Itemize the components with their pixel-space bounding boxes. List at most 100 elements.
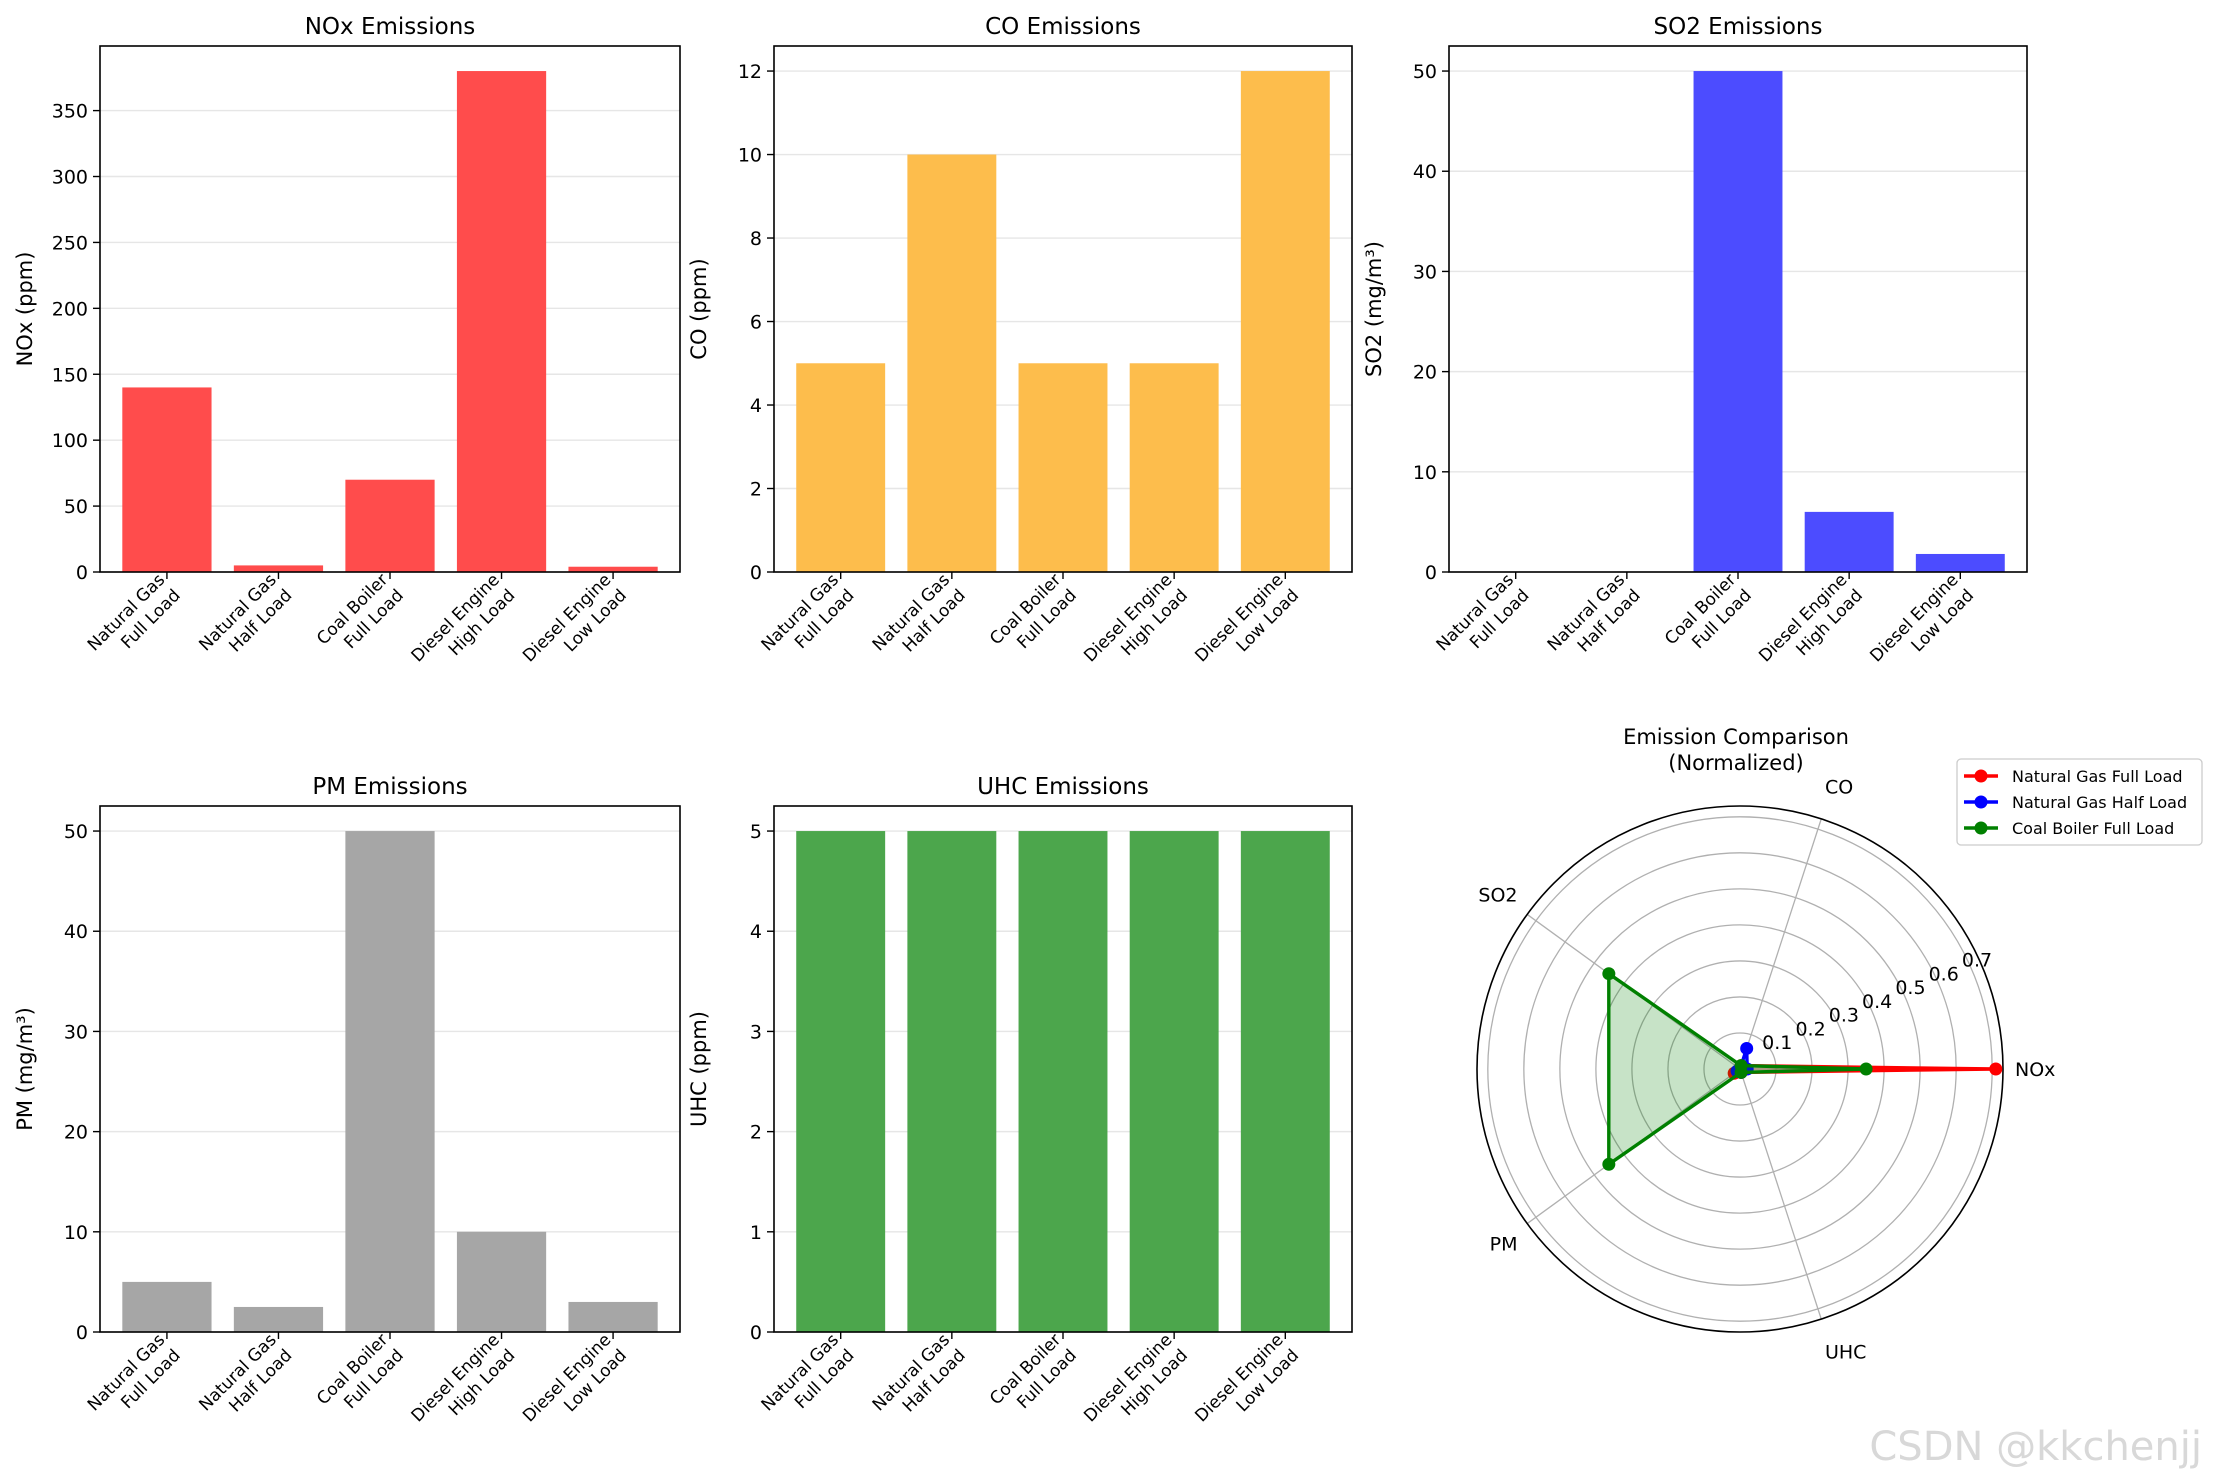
so2-bar	[1915, 553, 2005, 572]
radar-series-line	[1607, 972, 1867, 1167]
co-ytick-label: 12	[738, 61, 762, 83]
pm-bar	[233, 1306, 324, 1332]
so2-ytick-label: 0	[1425, 562, 1437, 584]
pm-bar	[456, 1231, 547, 1332]
so2-ytick-label: 50	[1413, 61, 1437, 83]
co-bar	[907, 154, 997, 573]
pm-bar	[345, 831, 435, 1332]
radar-rtick-label: 0.6	[1929, 963, 1959, 985]
nox-ytick-label: 250	[52, 232, 88, 254]
nox-title: NOx Emissions	[305, 14, 476, 40]
so2-ytick-label: 20	[1413, 362, 1437, 384]
so2-ylabel: SO2 (mg/m³)	[1362, 241, 1386, 377]
pm-ylabel: PM (mg/m³)	[13, 1007, 37, 1131]
nox-ylabel: NOx (ppm)	[13, 252, 37, 367]
nox-bar	[122, 387, 212, 572]
nox-ytick-label: 50	[64, 496, 88, 518]
radar-series-point	[1734, 1065, 1748, 1079]
uhc-ytick-label: 0	[750, 1322, 762, 1344]
radar-legend-label: Natural Gas Half Load	[2012, 793, 2187, 812]
nox-ytick-label: 350	[52, 101, 88, 123]
radar-rtick-label: 0.2	[1795, 1018, 1825, 1040]
radar-axis-label: NOx	[2015, 1059, 2055, 1081]
uhc-bar	[1018, 831, 1108, 1332]
co-bar	[796, 363, 886, 572]
pm-ytick-label: 0	[76, 1322, 88, 1344]
co-ytick-label: 6	[750, 312, 762, 334]
uhc-ytick-label: 4	[750, 921, 762, 943]
co-ytick-label: 0	[750, 562, 762, 584]
radar-rtick-label: 0.7	[1962, 949, 1992, 971]
uhc-ytick-label: 1	[750, 1222, 762, 1244]
pm-ytick-label: 20	[64, 1122, 88, 1144]
pm-title: PM Emissions	[312, 774, 467, 800]
co-bar	[1129, 363, 1219, 572]
radar-panel: 0.10.20.30.40.50.60.7 NOx CO SO2 PM UHC Emissi…	[1476, 725, 2203, 1363]
radar-spoke	[1739, 818, 1822, 1070]
so2-title: SO2 Emissions	[1654, 14, 1823, 40]
uhc-ytick-label: 2	[750, 1122, 762, 1144]
co-ytick-label: 2	[750, 479, 762, 501]
pm-ytick-label: 50	[64, 821, 88, 843]
radar-outer-circle	[1476, 805, 2004, 1333]
radar-series-point	[1602, 967, 1616, 981]
radar-axis-label: CO	[1825, 777, 1853, 799]
nox-ytick-label: 100	[52, 430, 88, 452]
so2-ytick-label: 30	[1413, 261, 1437, 283]
radar-rtick-label: 0.5	[1895, 977, 1925, 999]
uhc-ylabel: UHC (ppm)	[687, 1011, 711, 1127]
pm-bar	[122, 1281, 212, 1332]
radar-legend-marker	[1974, 769, 1988, 783]
radar-series-point	[1859, 1062, 1873, 1076]
radar-axis-label: UHC	[1825, 1341, 1866, 1363]
co-title: CO Emissions	[985, 14, 1141, 40]
pm-ytick-label: 40	[64, 921, 88, 943]
radar-series-point	[1989, 1062, 2003, 1076]
radar-legend-marker	[1974, 821, 1988, 835]
radar-spoke	[1739, 1068, 1822, 1320]
radar-legend-marker	[1974, 795, 1988, 809]
radar-series-point	[1740, 1041, 1754, 1055]
co-ylabel: CO (ppm)	[687, 258, 711, 359]
radar-rtick-label: 0.1	[1762, 1032, 1792, 1054]
watermark: CSDN @kkchenjj	[1869, 1424, 2202, 1470]
radar-rtick-label: 0.4	[1862, 991, 1892, 1013]
uhc-bar	[796, 831, 886, 1332]
so2-ytick-label: 40	[1413, 161, 1437, 183]
co-bar	[1240, 71, 1330, 573]
nox-ytick-label: 150	[52, 364, 88, 386]
nox-ytick-label: 0	[76, 562, 88, 584]
co-ytick-label: 10	[738, 145, 762, 167]
uhc-bar	[1129, 831, 1219, 1332]
uhc-bar	[907, 831, 997, 1332]
co-ytick-label: 8	[750, 228, 762, 250]
nox-ytick-label: 300	[52, 167, 88, 189]
co-ytick-label: 4	[750, 395, 762, 417]
radar-series-point	[1602, 1157, 1616, 1171]
uhc-bar	[1240, 831, 1330, 1332]
nox-bar	[345, 479, 435, 572]
nox-bar	[456, 71, 547, 573]
radar-legend-label: Coal Boiler Full Load	[2012, 819, 2174, 838]
